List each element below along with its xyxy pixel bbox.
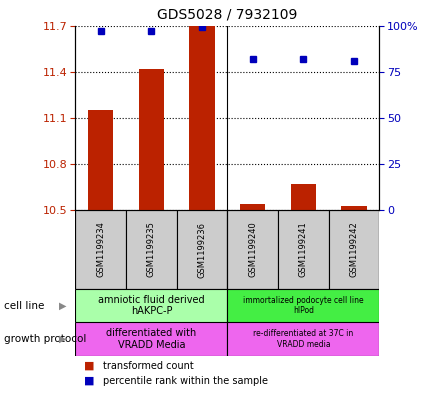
Text: percentile rank within the sample: percentile rank within the sample xyxy=(103,376,268,386)
Text: ■: ■ xyxy=(84,376,94,386)
Bar xyxy=(341,206,366,210)
Bar xyxy=(227,322,378,356)
Text: amniotic fluid derived
hAKPC-P: amniotic fluid derived hAKPC-P xyxy=(98,295,204,316)
Bar xyxy=(227,289,378,322)
Bar xyxy=(75,322,227,356)
Text: GSM1199235: GSM1199235 xyxy=(147,222,156,277)
Text: GDS5028 / 7932109: GDS5028 / 7932109 xyxy=(157,7,297,22)
Text: differentiated with
VRADD Media: differentiated with VRADD Media xyxy=(106,328,196,350)
Bar xyxy=(240,204,265,210)
Bar xyxy=(75,210,126,289)
Text: GSM1199241: GSM1199241 xyxy=(298,222,307,277)
Text: cell line: cell line xyxy=(4,301,45,310)
Bar xyxy=(290,184,315,210)
Text: GSM1199234: GSM1199234 xyxy=(96,222,105,277)
Text: transformed count: transformed count xyxy=(103,361,194,371)
Text: GSM1199236: GSM1199236 xyxy=(197,222,206,277)
Bar xyxy=(88,110,113,210)
Text: ▶: ▶ xyxy=(58,301,66,310)
Bar xyxy=(126,210,176,289)
Bar xyxy=(227,210,277,289)
Text: re-differentiated at 37C in
VRADD media: re-differentiated at 37C in VRADD media xyxy=(252,329,353,349)
Text: immortalized podocyte cell line
hIPod: immortalized podocyte cell line hIPod xyxy=(243,296,363,315)
Bar xyxy=(328,210,378,289)
Text: GSM1199242: GSM1199242 xyxy=(349,222,358,277)
Bar xyxy=(189,26,214,210)
Text: GSM1199240: GSM1199240 xyxy=(248,222,257,277)
Text: ▶: ▶ xyxy=(58,334,66,344)
Bar xyxy=(176,210,227,289)
Text: ■: ■ xyxy=(84,361,94,371)
Bar xyxy=(75,289,227,322)
Bar xyxy=(138,69,164,210)
Bar xyxy=(277,210,328,289)
Text: growth protocol: growth protocol xyxy=(4,334,86,344)
